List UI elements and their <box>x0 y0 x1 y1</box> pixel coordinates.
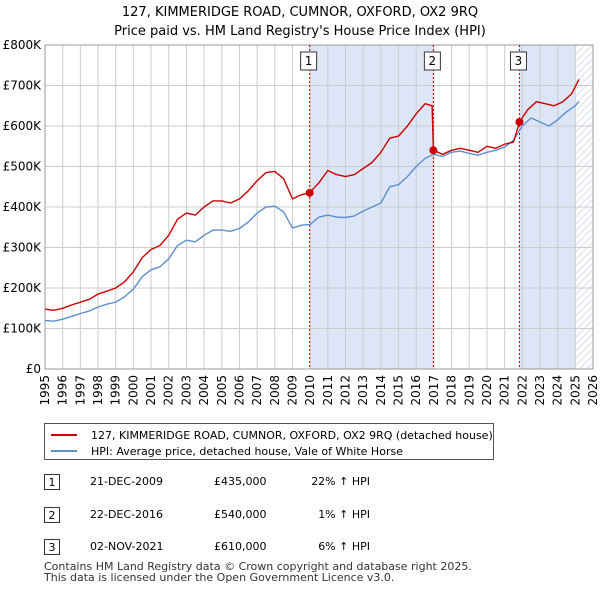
x-tick-label: 2018 <box>445 375 459 406</box>
sale-row-3: 3 02-NOV-2021 £610,000 6% ↑ HPI <box>44 539 504 557</box>
footer-line-2: This data is licensed under the Open Gov… <box>44 571 395 584</box>
price-chart: 127, KIMMERIDGE ROAD, CUMNOR, OXFORD, OX… <box>3 5 600 406</box>
x-tick-label: 2009 <box>285 375 299 406</box>
sale-hpi-change: 6% ↑ HPI <box>318 540 370 553</box>
y-tick-label: £300K <box>3 241 43 255</box>
sale-label-box-1 <box>300 51 318 71</box>
sale-row-1: 1 21-DEC-2009 £435,000 22% ↑ HPI <box>44 474 504 492</box>
sale-date: 02-NOV-2021 <box>90 540 164 553</box>
x-tick-label: 2003 <box>179 375 193 406</box>
y-tick-label: £700K <box>3 79 43 93</box>
x-tick-label: 1996 <box>56 375 70 406</box>
hpi-line <box>44 101 580 322</box>
sale-label-1: 1 <box>305 54 313 68</box>
x-tick-label: 1997 <box>73 375 87 406</box>
y-tick-label: £500K <box>3 160 43 174</box>
sale-number-badge: 2 <box>44 507 60 523</box>
y-tick-label: £400K <box>3 200 43 214</box>
hpi-line-swatch <box>51 450 77 452</box>
footer-attribution: Contains HM Land Registry data © Crown c… <box>44 561 472 583</box>
x-tick-label: 2015 <box>392 375 406 406</box>
legend: 127, KIMMERIDGE ROAD, CUMNOR, OXFORD, OX… <box>44 423 494 460</box>
property-price-line <box>44 79 580 311</box>
sale-point-1 <box>305 188 314 197</box>
legend-item-property: 127, KIMMERIDGE ROAD, CUMNOR, OXFORD, OX… <box>51 427 493 443</box>
footer-line-1: Contains HM Land Registry data © Crown c… <box>44 560 472 573</box>
sale-row-2: 2 22-DEC-2016 £540,000 1% ↑ HPI <box>44 507 504 525</box>
x-tick-label: 2025 <box>568 375 582 406</box>
sale-point-2 <box>429 146 438 155</box>
sale-number-badge: 3 <box>44 539 60 555</box>
x-tick-label: 2002 <box>162 375 176 406</box>
sale-date: 22-DEC-2016 <box>90 508 164 521</box>
y-tick-label: £0 <box>26 362 41 376</box>
chart-subtitle: Price paid vs. HM Land Registry's House … <box>114 24 486 39</box>
legend-item-hpi: HPI: Average price, detached house, Vale… <box>51 443 403 459</box>
sale-point-3 <box>515 117 524 126</box>
x-tick-label: 2012 <box>339 375 353 406</box>
sale-label-2: 2 <box>429 54 437 68</box>
y-tick-label: £600K <box>3 119 43 133</box>
x-tick-label: 2007 <box>250 375 264 406</box>
sale-label-box-3 <box>509 51 527 71</box>
chart-title: 127, KIMMERIDGE ROAD, CUMNOR, OXFORD, OX… <box>122 5 478 20</box>
x-tick-label: 2017 <box>427 375 441 406</box>
sale-hpi-change: 22% ↑ HPI <box>311 475 370 488</box>
x-tick-label: 2005 <box>215 375 229 406</box>
sale-price: £540,000 <box>214 508 267 521</box>
x-tick-label: 2021 <box>498 375 512 406</box>
sale-price: £610,000 <box>214 540 267 553</box>
x-tick-label: 2001 <box>144 375 158 406</box>
x-tick-label: 2016 <box>409 375 423 406</box>
sale-price: £435,000 <box>214 475 267 488</box>
x-tick-label: 2023 <box>533 375 547 406</box>
sale-date: 21-DEC-2009 <box>90 475 164 488</box>
x-tick-label: 2010 <box>303 375 317 406</box>
y-tick-label: £200K <box>3 281 43 295</box>
y-tick-label: £800K <box>3 38 43 52</box>
x-tick-label: 2022 <box>515 375 529 406</box>
y-tick-label: £100K <box>3 322 43 336</box>
sale-number-badge: 1 <box>44 474 60 490</box>
sale-label-3: 3 <box>515 54 523 68</box>
x-tick-label: 1998 <box>91 375 105 406</box>
x-tick-label: 2026 <box>586 375 600 406</box>
property-line-swatch <box>51 434 77 436</box>
sale-label-box-2 <box>423 51 441 71</box>
x-tick-label: 2000 <box>126 375 140 406</box>
plot-border <box>44 44 594 370</box>
x-tick-label: 2008 <box>268 375 282 406</box>
x-tick-label: 2006 <box>232 375 246 406</box>
legend-property-label: 127, KIMMERIDGE ROAD, CUMNOR, OXFORD, OX… <box>91 428 493 442</box>
x-tick-label: 2024 <box>551 375 565 406</box>
x-tick-label: 2014 <box>374 375 388 406</box>
sale-hpi-change: 1% ↑ HPI <box>318 508 370 521</box>
legend-hpi-label: HPI: Average price, detached house, Vale… <box>91 444 403 458</box>
x-tick-label: 1999 <box>109 375 123 406</box>
x-tick-label: 2004 <box>197 375 211 406</box>
x-tick-label: 2020 <box>480 375 494 406</box>
x-tick-label: 2011 <box>321 375 335 406</box>
x-tick-label: 1995 <box>38 375 52 406</box>
x-tick-label: 2019 <box>462 375 476 406</box>
x-tick-label: 2013 <box>356 375 370 406</box>
